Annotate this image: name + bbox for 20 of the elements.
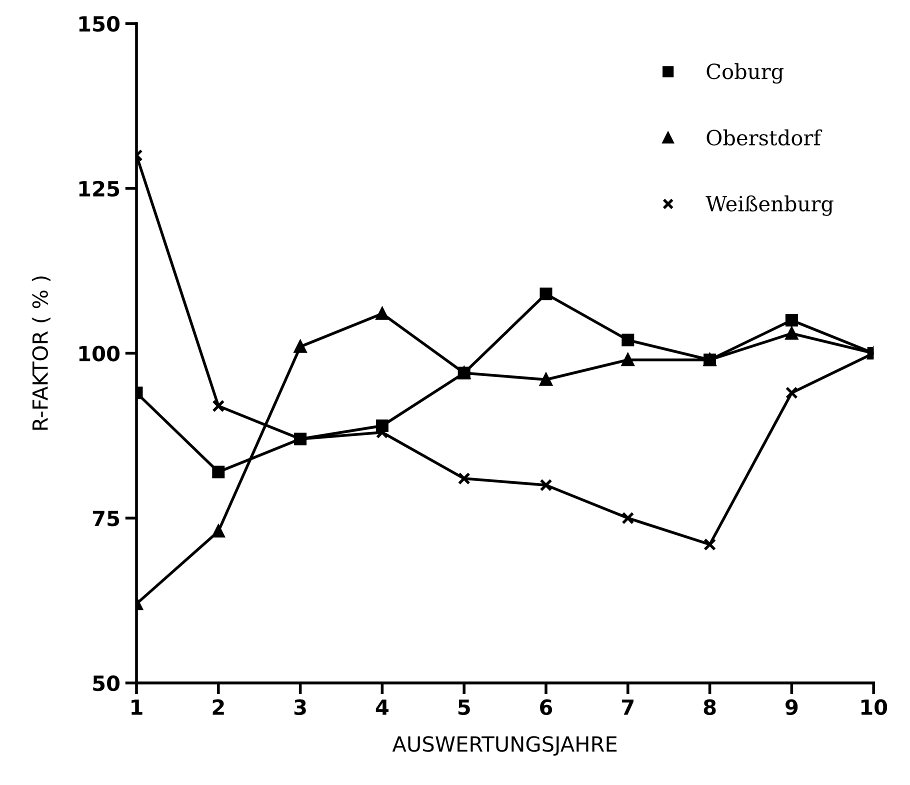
y-tick-label: 75 — [92, 510, 120, 526]
legend-label: Coburg — [706, 63, 784, 84]
y-tick-label: 150 — [79, 16, 120, 32]
x-tick-label: 5 — [458, 700, 470, 716]
x-tick-label: 6 — [540, 699, 552, 716]
x-tick-label: 9 — [786, 699, 798, 716]
x-tick-label: 10 — [861, 699, 888, 716]
x-tick-label: 3 — [294, 699, 306, 716]
y-axis-title: R-FAKTOR ( % ) — [32, 276, 50, 430]
x-tick-label: 8 — [704, 699, 716, 716]
y-tick-label: 50 — [93, 675, 120, 692]
x-axis-title: AUSWERTUNGSJAHRE — [392, 736, 617, 756]
legend-label: Weißenburg — [706, 195, 834, 216]
y-tick-label: 100 — [79, 346, 120, 362]
x-tick-label: 1 — [132, 700, 142, 715]
x-tick-label: 2 — [212, 699, 224, 715]
x-tick-label: 4 — [376, 700, 388, 715]
y-tick-label: 125 — [79, 180, 120, 197]
legend-label: Oberstdorf — [706, 129, 822, 146]
x-tick-label: 7 — [622, 700, 634, 715]
